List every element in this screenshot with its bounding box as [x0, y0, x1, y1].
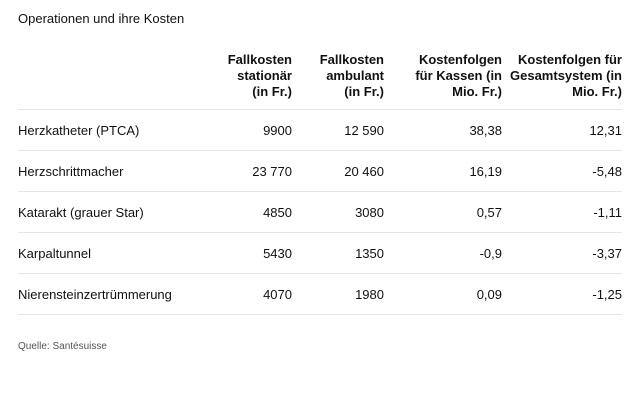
outpatient-cost-cell: 3080 [292, 191, 384, 233]
inpatient-cost-cell: 5430 [198, 232, 292, 274]
system-cost-cell: -1,25 [502, 273, 622, 315]
insurer-cost-cell: 38,38 [384, 109, 502, 151]
cost-table: Fallkosten stationär (in Fr.) Fallkosten… [18, 52, 622, 315]
system-cost-cell: 12,31 [502, 109, 622, 151]
header-line: Kostenfolgen für [518, 52, 622, 67]
inpatient-cost-cell: 23 770 [198, 150, 292, 192]
insurer-cost-cell: 0,57 [384, 191, 502, 233]
system-cost-cell: -5,48 [502, 150, 622, 192]
header-line: für Kassen (in [415, 68, 502, 83]
insurer-cost-cell: -0,9 [384, 232, 502, 274]
insurer-cost-cell: 16,19 [384, 150, 502, 192]
inpatient-cost-cell: 4070 [198, 273, 292, 315]
header-line: Mio. Fr.) [572, 84, 622, 99]
operation-cell: Nierensteinzertrümmerung [18, 273, 198, 315]
table-row: Herzkatheter (PTCA) 9900 12 590 38,38 12… [18, 109, 622, 151]
header-cell-insurer-cost: Kostenfolgen für Kassen (in Mio. Fr.) [384, 52, 502, 110]
table-title: Operationen und ihre Kosten [18, 11, 185, 26]
header-line: Gesamtsystem (in [510, 68, 622, 83]
header-line: Mio. Fr.) [452, 84, 502, 99]
header-line: Kostenfolgen [418, 52, 502, 67]
source-note: Quelle: Santésuisse [18, 341, 107, 352]
table-row: Katarakt (grauer Star) 4850 3080 0,57 -1… [18, 191, 622, 233]
table-row: Herzschrittmacher 23 770 20 460 16,19 -5… [18, 150, 622, 192]
outpatient-cost-cell: 12 590 [292, 109, 384, 151]
header-row: Fallkosten stationär (in Fr.) Fallkosten… [18, 52, 622, 110]
header-cell-operation [18, 52, 198, 110]
outpatient-cost-cell: 1350 [292, 232, 384, 274]
header-cell-outpatient-cost: Fallkosten ambulant (in Fr.) [292, 52, 384, 110]
header-cell-inpatient-cost: Fallkosten stationär (in Fr.) [198, 52, 292, 110]
insurer-cost-cell: 0,09 [384, 273, 502, 315]
system-cost-cell: -1,11 [502, 191, 622, 233]
header-cell-system-cost: Kostenfolgen für Gesamtsystem (in Mio. F… [502, 52, 622, 110]
header-line: stationär [237, 68, 292, 83]
operation-cell: Katarakt (grauer Star) [18, 191, 198, 233]
header-line: (in Fr.) [344, 84, 384, 99]
table-row: Karpaltunnel 5430 1350 -0,9 -3,37 [18, 232, 622, 274]
header-line: Fallkosten [319, 52, 384, 67]
outpatient-cost-cell: 20 460 [292, 150, 384, 192]
operation-cell: Karpaltunnel [18, 232, 198, 274]
table-row: Nierensteinzertrümmerung 4070 1980 0,09 … [18, 273, 622, 315]
system-cost-cell: -3,37 [502, 232, 622, 274]
header-line: (in Fr.) [252, 84, 292, 99]
operation-cell: Herzschrittmacher [18, 150, 198, 192]
operation-cell: Herzkatheter (PTCA) [18, 109, 198, 151]
inpatient-cost-cell: 9900 [198, 109, 292, 151]
inpatient-cost-cell: 4850 [198, 191, 292, 233]
header-line: Fallkosten [227, 52, 292, 67]
outpatient-cost-cell: 1980 [292, 273, 384, 315]
header-line: ambulant [326, 68, 384, 83]
